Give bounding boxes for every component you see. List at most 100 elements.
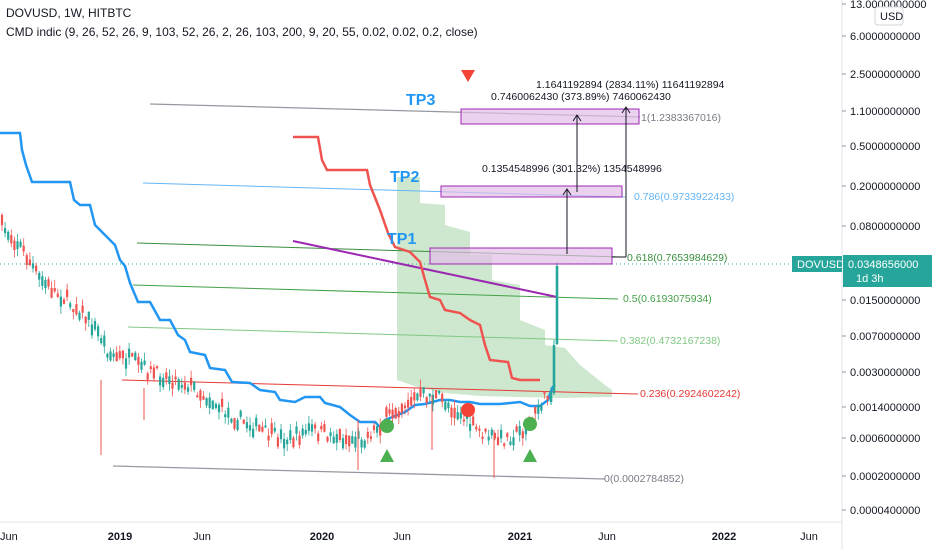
- price-tick-label: 0.0070000000: [850, 331, 920, 343]
- candle-body: [69, 303, 72, 308]
- currency-button[interactable]: USD: [880, 11, 903, 23]
- candle-body: [413, 392, 416, 401]
- candle-body: [159, 376, 162, 386]
- price-tick-label: 0.0800000000: [850, 221, 920, 233]
- candle-body: [472, 416, 475, 426]
- price-tick-label: 6.0000000000: [850, 31, 920, 43]
- candle-body: [338, 429, 341, 441]
- candle-body: [292, 437, 295, 448]
- candle-body: [205, 398, 208, 406]
- candle-body: [171, 382, 174, 389]
- indicator-legend: CMD indic (9, 26, 52, 26, 9, 103, 52, 26…: [6, 25, 478, 39]
- candle-body: [270, 423, 273, 435]
- candle-body: [329, 432, 332, 437]
- candle-body: [490, 429, 493, 436]
- candle-body: [503, 443, 506, 447]
- price-tick-label: 2.5000000000: [850, 69, 920, 81]
- candle-body: [444, 401, 447, 410]
- candle-body: [16, 241, 19, 250]
- candle-body: [90, 324, 93, 336]
- tp2-label: TP2: [390, 169, 419, 186]
- time-tick-label: 2020: [310, 531, 334, 543]
- candle-body: [97, 326, 100, 337]
- candle-body: [236, 420, 239, 430]
- fib-label-0: 0(0.0002784852): [604, 473, 684, 485]
- candle-body: [72, 308, 75, 313]
- candle-body: [320, 425, 323, 430]
- base-line: [0, 131, 556, 429]
- candle-body: [314, 424, 317, 429]
- candle-body: [202, 396, 205, 400]
- candle-body: [304, 429, 307, 435]
- breakout-candle-body: [549, 392, 553, 402]
- candle-body: [348, 435, 351, 447]
- candle-body: [332, 436, 335, 444]
- buy-signal-arrow-icon: [380, 449, 394, 462]
- candle-body: [165, 372, 168, 379]
- time-tick-label: Jun: [193, 531, 211, 543]
- candle-body: [524, 425, 527, 435]
- price-badge-symbol: DOVUSD: [797, 259, 844, 271]
- candle-body: [410, 397, 413, 406]
- candle-body: [273, 427, 276, 432]
- candle-body: [155, 366, 159, 369]
- candle-body: [38, 272, 41, 280]
- candle-body: [506, 433, 509, 438]
- candle-body: [537, 404, 540, 414]
- candle-body: [403, 405, 407, 409]
- tp3-target-box[interactable]: [460, 108, 640, 125]
- candle-body: [0, 214, 4, 226]
- candle-body: [193, 381, 196, 390]
- candle-body: [233, 418, 236, 429]
- ichimoku-cloud: [397, 177, 612, 398]
- candle-body: [335, 434, 338, 443]
- candle-body: [453, 407, 456, 419]
- candle-body: [137, 356, 140, 365]
- candle-body: [496, 437, 500, 446]
- candle-body: [199, 390, 202, 401]
- tp1-label: TP1: [387, 231, 416, 248]
- fib-label-0236: 0.236(0.2924602242): [640, 388, 740, 400]
- candle-body: [53, 288, 56, 292]
- candle-body: [47, 279, 50, 287]
- price-tick-label: 0.0006000000: [850, 433, 920, 445]
- candle-body: [214, 403, 217, 409]
- candle-body: [196, 395, 199, 398]
- time-tick-label: Jun: [800, 531, 818, 543]
- candle-body: [456, 412, 459, 420]
- candle-body: [459, 412, 462, 419]
- candle-body: [493, 432, 496, 439]
- price-tick-label: 0.0030000000: [850, 367, 920, 379]
- candle-body: [134, 352, 137, 361]
- price-tick-label: 1.1000000000: [850, 106, 920, 118]
- candle-body: [75, 304, 78, 315]
- candle-body: [140, 361, 143, 370]
- candle-body: [363, 440, 366, 448]
- candle-body: [121, 350, 124, 359]
- time-tick-label: 2021: [508, 531, 532, 543]
- candle-body: [267, 435, 270, 441]
- candle-body: [152, 367, 155, 379]
- candle-body: [295, 426, 298, 434]
- candle-body: [283, 438, 286, 449]
- breakout-candle-body: [555, 266, 559, 344]
- currency-button-bg[interactable]: [874, 6, 904, 26]
- candle-body: [394, 407, 397, 419]
- candle-body: [360, 439, 363, 448]
- candle-body: [298, 435, 301, 445]
- candle-body: [276, 437, 279, 447]
- candle-body: [434, 390, 438, 399]
- candle-body: [379, 425, 382, 436]
- tp2-target-box[interactable]: [440, 185, 623, 198]
- time-tick-label: Jun: [393, 531, 411, 543]
- candle-body: [242, 419, 245, 424]
- measurement-label-2: 0.7460062430 (373.89%) 7460062430: [491, 91, 671, 103]
- candles-group: [0, 213, 559, 478]
- tp1-target-box[interactable]: [429, 247, 613, 265]
- candle-body: [286, 439, 289, 445]
- candle-body: [431, 394, 434, 405]
- fib-label-05: 0.5(0.6193075934): [623, 293, 712, 305]
- candle-body: [447, 402, 450, 409]
